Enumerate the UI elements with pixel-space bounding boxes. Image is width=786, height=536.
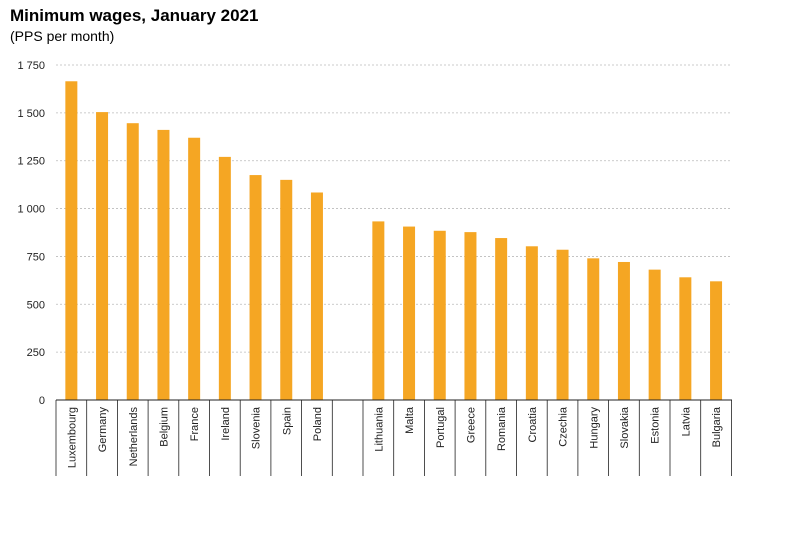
bar — [587, 258, 600, 400]
bar — [464, 232, 477, 400]
bar — [218, 156, 231, 400]
bar — [495, 238, 508, 400]
x-tick-label: Poland — [312, 407, 324, 441]
y-tick-label: 250 — [27, 347, 45, 359]
bar — [648, 269, 661, 400]
y-tick-labels: 0 250 500 750 1 000 1 250 1 500 1 750 — [17, 60, 45, 407]
bar — [403, 226, 416, 400]
bar — [710, 281, 723, 400]
x-tick-label: Croatia — [527, 406, 539, 442]
y-tick-label: 1 750 — [17, 60, 45, 72]
x-tick-label: Greece — [465, 407, 477, 443]
bar — [280, 179, 293, 400]
x-tick-label: Spain — [281, 407, 293, 435]
bar — [310, 192, 323, 400]
x-tick-label: Estonia — [650, 406, 662, 444]
bar — [126, 123, 139, 401]
x-tick-label: Luxembourg — [66, 407, 78, 468]
x-tick-label: Slovakia — [619, 406, 631, 448]
bar — [433, 230, 446, 400]
bar — [617, 261, 630, 400]
x-tick-label: Portugal — [435, 407, 447, 448]
bars — [65, 81, 723, 401]
bar — [96, 112, 109, 400]
y-tick-label: 1 500 — [17, 108, 45, 120]
bar — [556, 249, 569, 400]
y-tick-label: 1 250 — [17, 156, 45, 168]
gridlines — [56, 64, 732, 353]
axes — [55, 399, 732, 476]
x-tick-label: Latvia — [680, 406, 692, 436]
bar — [679, 277, 692, 400]
x-tick-label: Slovenia — [251, 406, 263, 449]
y-tick-label: 0 — [39, 395, 45, 407]
y-tick-label: 500 — [27, 299, 45, 311]
bar — [372, 221, 385, 400]
chart-title: Minimum wages, January 2021 — [10, 6, 259, 25]
x-tick-labels: Luxembourg Germany Netherlands Belgium Franc… — [66, 406, 723, 468]
y-tick-label: 750 — [27, 251, 45, 263]
bar — [188, 137, 201, 400]
x-tick-label: Ireland — [220, 407, 232, 441]
x-tick-label: Belgium — [158, 407, 170, 447]
x-tick-label: Germany — [97, 407, 109, 453]
x-tick-label: Hungary — [588, 407, 600, 449]
bar — [525, 246, 538, 400]
chart-subtitle: (PPS per month) — [10, 28, 115, 44]
x-tick-label: Netherlands — [128, 407, 140, 467]
x-tick-label: Bulgaria — [711, 406, 723, 447]
bar — [157, 129, 170, 400]
x-tick-label: Malta — [404, 406, 416, 434]
x-tick-label: Czechia — [558, 406, 570, 447]
x-tick-label: Romania — [496, 406, 508, 451]
bar — [65, 81, 78, 401]
x-tick-label: France — [189, 407, 201, 441]
x-tick-label: Lithuania — [373, 406, 385, 452]
bar — [249, 175, 262, 400]
y-tick-label: 1 000 — [17, 204, 45, 216]
